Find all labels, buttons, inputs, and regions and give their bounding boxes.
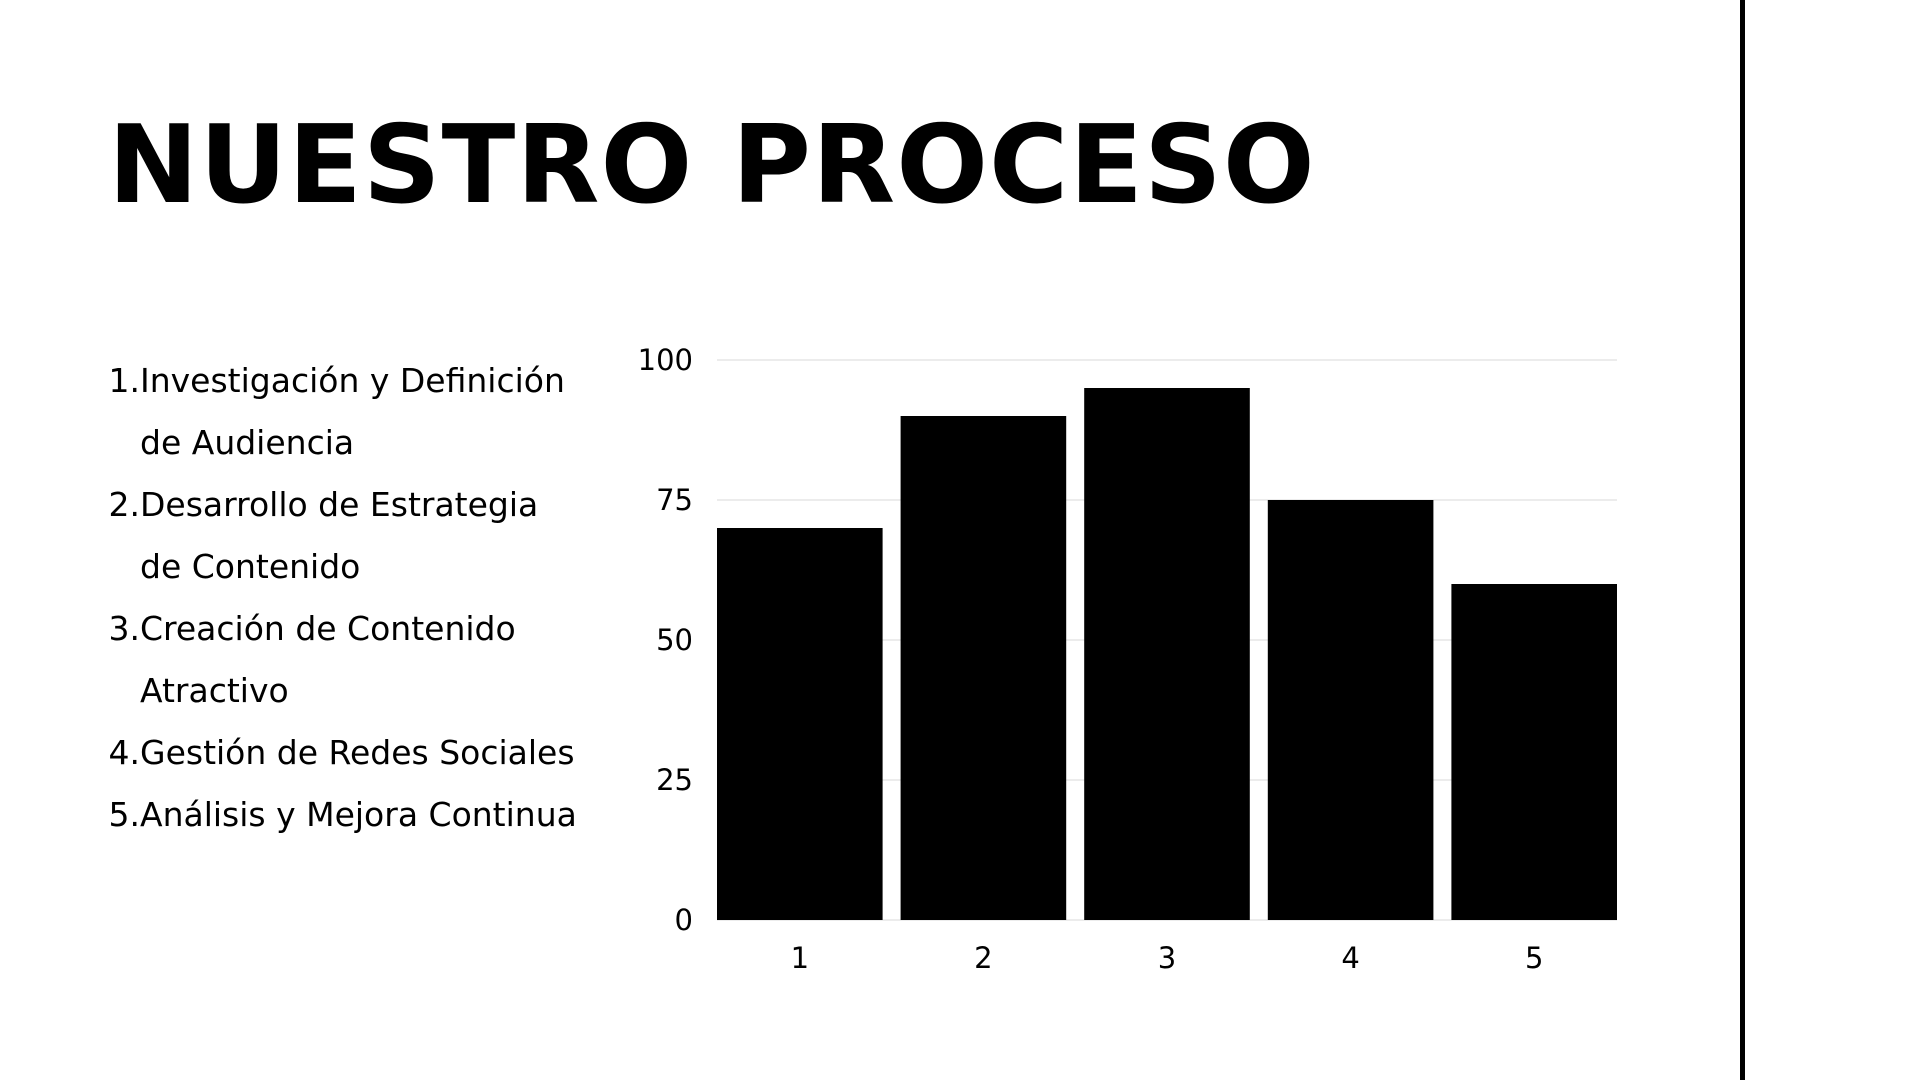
step-label: Investigación y Definición de Audiencia <box>140 361 565 462</box>
bar <box>717 528 883 920</box>
step-label: Creación de Contenido Atractivo <box>140 609 516 710</box>
bar <box>900 416 1067 920</box>
bar <box>1267 500 1434 920</box>
step-number: 4. <box>108 733 141 772</box>
step-number: 1. <box>108 361 141 400</box>
x-tick-label: 2 <box>974 941 992 975</box>
y-tick-label: 0 <box>675 903 693 937</box>
slide-title: NUESTRO PROCESO <box>108 103 1316 228</box>
y-tick-label: 75 <box>656 483 693 517</box>
list-item: 1. Investigación y Definición de Audienc… <box>100 350 580 474</box>
list-item: 2. Desarrollo de Estrategia de Contenido <box>100 474 580 598</box>
x-tick-label: 3 <box>1158 941 1176 975</box>
x-tick-label: 4 <box>1341 941 1359 975</box>
step-number: 3. <box>108 609 141 648</box>
step-label: Gestión de Redes Sociales <box>140 733 575 772</box>
y-tick-label: 50 <box>656 623 693 657</box>
bar <box>1451 584 1617 920</box>
list-item: 3. Creación de Contenido Atractivo <box>100 598 580 722</box>
list-item: 5. Análisis y Mejora Continua <box>100 784 580 846</box>
bar-chart: 0 25 50 75 100 1 2 3 4 5 <box>600 330 1620 990</box>
step-number: 2. <box>108 485 141 524</box>
step-label: Desarrollo de Estrategia de Contenido <box>140 485 539 586</box>
bar <box>1084 388 1250 920</box>
y-tick-label: 25 <box>656 763 693 797</box>
vertical-divider <box>1740 0 1745 1080</box>
y-tick-label: 100 <box>638 343 693 377</box>
x-tick-label: 1 <box>791 941 809 975</box>
step-label: Análisis y Mejora Continua <box>140 795 577 834</box>
bar-chart-svg: 0 25 50 75 100 1 2 3 4 5 <box>638 343 1617 975</box>
process-steps-list: 1. Investigación y Definición de Audienc… <box>100 350 580 846</box>
step-number: 5. <box>108 795 141 834</box>
x-tick-label: 5 <box>1525 941 1543 975</box>
list-item: 4. Gestión de Redes Sociales <box>100 722 580 784</box>
